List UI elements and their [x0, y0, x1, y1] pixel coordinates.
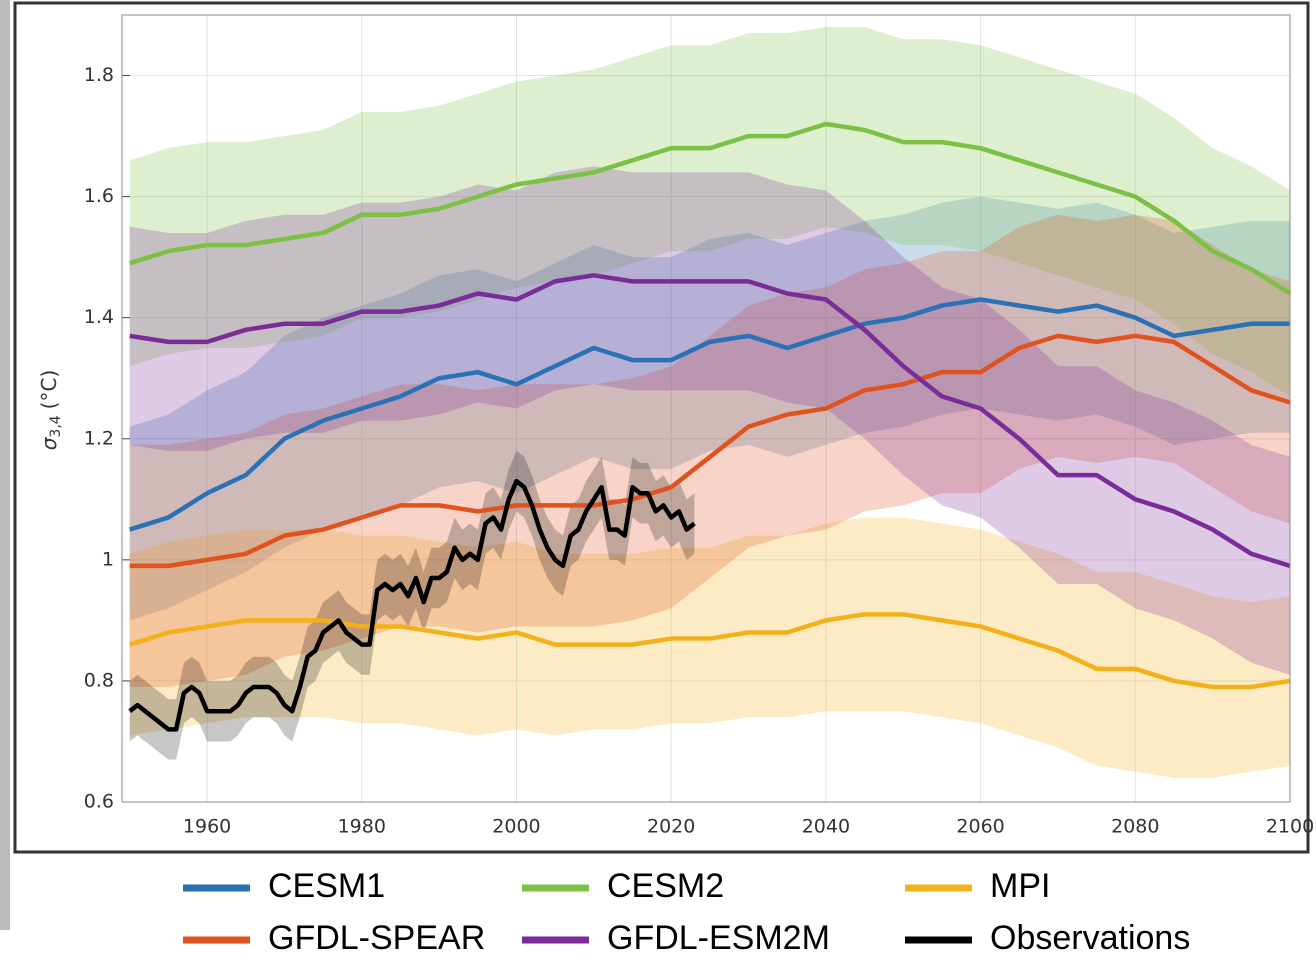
y-tick-label: 1.6 [84, 185, 114, 207]
uncertainty-band [129, 517, 1290, 778]
series-line [129, 121, 1292, 296]
legend-label: GFDL-SPEAR [268, 919, 485, 957]
y-label-symbol: σ [37, 436, 61, 450]
x-tick-label: 2060 [956, 816, 1004, 838]
y-tick-label: 0.8 [84, 669, 114, 691]
legend-label: GFDL-ESM2M [607, 919, 830, 957]
x-tick-label: 1980 [338, 816, 386, 838]
y-axis-label: σ3,4 (°C) [37, 370, 65, 451]
series-line [129, 297, 1290, 532]
series-line [129, 273, 1291, 569]
legend-label: Observations [990, 919, 1190, 957]
legend-label: CESM2 [607, 867, 724, 905]
legend-label: CESM1 [268, 867, 385, 905]
uncertainty-band [129, 166, 1290, 675]
x-tick-label: 2000 [492, 816, 540, 838]
plot-area: 1960 1980 2000 2020 2040 2060 2080 2100 0.6 0.8 1 1… [84, 14, 1314, 838]
side-strip [0, 0, 10, 930]
uncertainty-band [129, 450, 695, 760]
x-tick-label: 2020 [647, 816, 695, 838]
y-label-unit: (°C) [37, 370, 61, 410]
uncertainty-band [129, 27, 1290, 397]
uncertainty-band [129, 214, 1290, 687]
y-tick-label: 1.4 [84, 306, 114, 328]
y-tick-label: 1 [102, 548, 114, 570]
y-tick-label: 1.2 [84, 427, 114, 449]
series-line [129, 612, 1291, 690]
series-line [128, 478, 696, 732]
y-label-subscript: 3,4 [48, 415, 64, 437]
x-tick-label: 2100 [1266, 816, 1314, 838]
x-tick-label: 2080 [1111, 816, 1159, 838]
y-tick-label: 0.6 [84, 791, 114, 813]
x-tick-label: 1960 [183, 816, 231, 838]
axes-box [121, 14, 1291, 803]
series-line [129, 333, 1291, 569]
legend-label: MPI [990, 867, 1050, 905]
y-tick-label: 1.8 [84, 64, 114, 86]
x-tick-label: 2040 [802, 816, 850, 838]
